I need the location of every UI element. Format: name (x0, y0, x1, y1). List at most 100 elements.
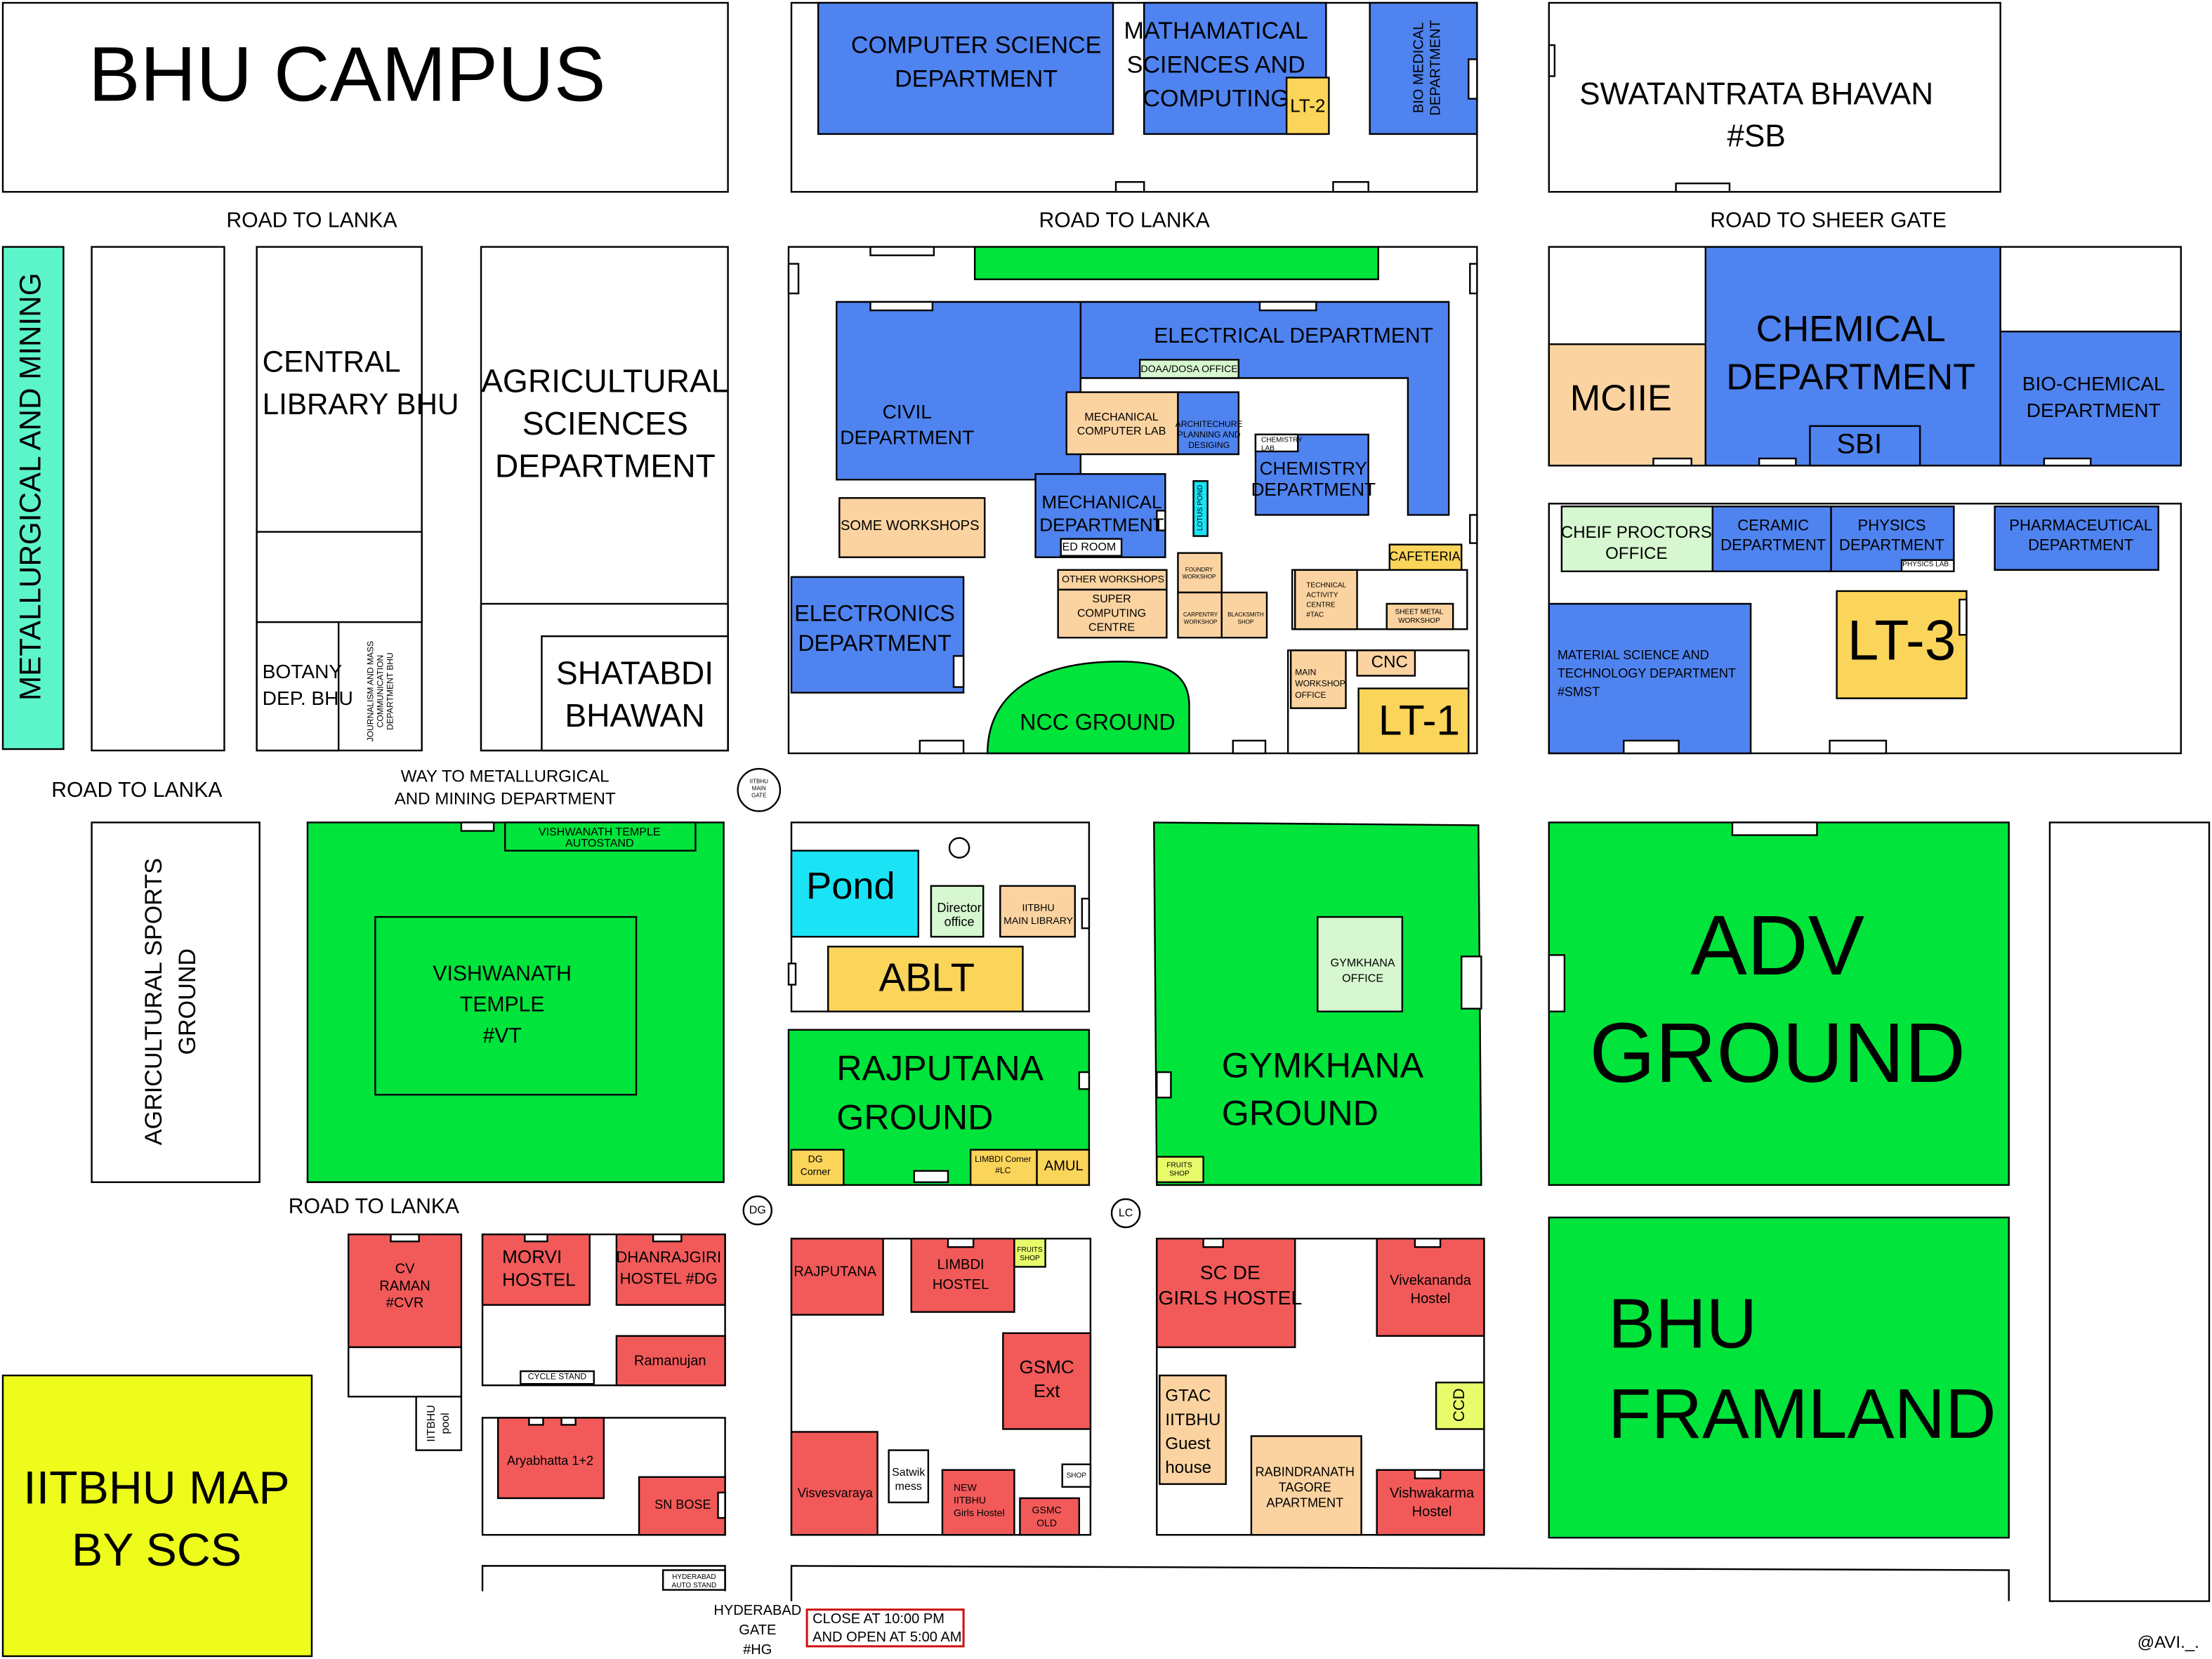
building (1293, 569, 1358, 630)
road-edge (481, 1565, 2010, 1601)
place-label: JOURNALISM AND MASS (366, 641, 376, 741)
place-label: CARPENTRY (1183, 612, 1218, 618)
place-label: ED ROOM (1062, 541, 1117, 553)
place-label: CV (395, 1262, 415, 1277)
place-label: OLD (1036, 1517, 1057, 1528)
place-label: WORKSHOP (1184, 619, 1218, 625)
place-label: Ext (1034, 1380, 1060, 1401)
place-label: AND OPEN AT 5:00 AM (812, 1630, 961, 1645)
building (2043, 457, 2092, 467)
building (481, 1233, 591, 1306)
place-label: AUTO STAND (672, 1582, 717, 1589)
place-label: RAJPUTANA (794, 1264, 876, 1280)
place-label: CENTRAL (263, 345, 401, 378)
building (390, 1233, 420, 1243)
building (952, 655, 965, 688)
place-label: METALLURGICAL AND MINING (13, 272, 46, 701)
building (1414, 1238, 1442, 1248)
building (1019, 1497, 1081, 1536)
building (1548, 44, 1556, 77)
building (1254, 433, 1299, 453)
building (1081, 897, 1091, 930)
place-label: WORKSHOP (1398, 617, 1440, 625)
building (1623, 739, 1680, 755)
place-label: DESIGING (1188, 440, 1230, 450)
place-label: DEPARTMENT (1039, 514, 1164, 535)
building (374, 916, 638, 1096)
building (1836, 590, 1968, 699)
building (503, 821, 697, 852)
building (1, 1374, 313, 1658)
place-label: LAB (1261, 445, 1275, 453)
place-label: IITBHU (425, 1405, 437, 1442)
building (528, 1417, 544, 1426)
place-label: SBI (1836, 428, 1882, 460)
gate-marker (1110, 1198, 1141, 1229)
building (869, 246, 935, 256)
notice-box (805, 1608, 965, 1648)
place-label: BOTANY (263, 661, 343, 682)
building (615, 1233, 726, 1306)
place-label: SCIENCES (522, 405, 688, 442)
place-label: @AVI._. (2138, 1633, 2199, 1652)
building (1332, 181, 1369, 193)
place-label: WORKSHOP (1183, 574, 1216, 580)
building (790, 1149, 845, 1187)
building (941, 1469, 1015, 1536)
place-label: SHEET METAL (1395, 609, 1444, 616)
building (1013, 1238, 1046, 1268)
building (1, 246, 65, 751)
building (1036, 1149, 1091, 1187)
place-label: SOME WORKSHOPS (841, 518, 979, 534)
place-label: RAMAN (379, 1278, 430, 1294)
place-label: LIBRARY BHU (263, 388, 459, 421)
place-label: DEPARTMENT BHU (386, 652, 395, 729)
place-label: SWATANTRATA BHAVAN (1579, 77, 1933, 111)
building (1057, 588, 1168, 639)
place-label: CENTRE (1306, 602, 1336, 609)
place-label: NCC GROUND (1020, 709, 1175, 734)
place-label: GATE (739, 1622, 776, 1638)
place-label: MATHAMATICAL (1124, 18, 1308, 44)
place-label: GROUND (1222, 1094, 1378, 1133)
building (1731, 821, 1818, 836)
gate-marker (737, 767, 782, 812)
place-label: DEPARTMENT (1428, 20, 1443, 115)
building (460, 821, 495, 832)
place-label: NEW (954, 1482, 977, 1493)
place-label: AUTOSTAND (565, 837, 634, 850)
place-label: DEPARTMENT (895, 66, 1058, 93)
place-label: TECHNICAL (1306, 582, 1346, 590)
place-label: IITBHU (954, 1495, 986, 1506)
place-label: Satwik (892, 1466, 926, 1479)
place-label: ROAD TO LANKA (51, 779, 223, 802)
place-label: #VT (483, 1024, 522, 1047)
building (919, 739, 965, 755)
building (1, 1, 729, 193)
place-label: ADV (1690, 898, 1864, 993)
place-label: CNC (1371, 653, 1408, 672)
building (1250, 1435, 1362, 1536)
place-label: SCIENCES AND (1127, 51, 1305, 78)
building (1675, 183, 1731, 193)
building (1376, 1469, 1485, 1536)
building (1156, 1071, 1172, 1099)
building (1285, 77, 1330, 136)
place-label: LT-2 (1290, 95, 1325, 117)
building (1385, 602, 1454, 630)
building (1156, 510, 1166, 531)
building (1548, 343, 1706, 467)
building (348, 1233, 463, 1349)
place-label: CAFETERIA (1389, 549, 1461, 563)
building (787, 963, 797, 986)
place-label: CIVIL (883, 401, 932, 423)
place-label: VISHWANATH TEMPLE (539, 826, 661, 838)
gate-marker (948, 837, 970, 859)
place-label: MECHANICAL (1041, 491, 1161, 513)
building (256, 621, 340, 752)
building (817, 1, 1114, 136)
place-label: DOAA/DOSA OFFICE (1140, 363, 1237, 374)
building (790, 576, 965, 694)
building (638, 1476, 726, 1536)
